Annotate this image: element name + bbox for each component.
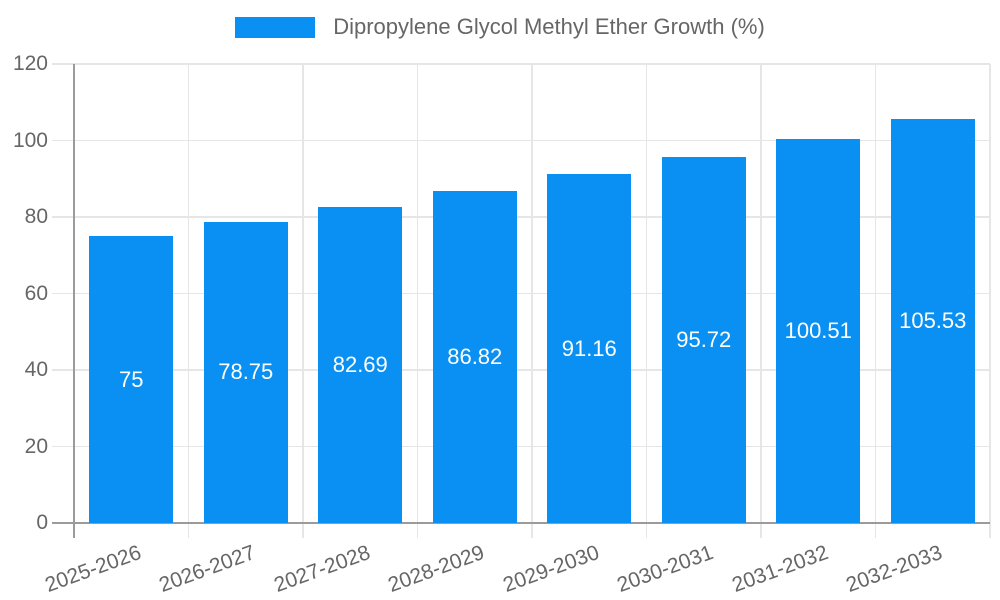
x-gridline [989, 64, 991, 538]
bar[interactable] [432, 190, 517, 523]
x-gridline [302, 64, 304, 538]
x-tick-label: 2029-2030 [499, 541, 603, 597]
x-gridline [874, 64, 877, 538]
x-tick-label: 2028-2029 [385, 541, 488, 597]
legend-item[interactable]: Dipropylene Glycol Methyl Ether Growth (… [0, 14, 1000, 40]
x-gridline [187, 64, 190, 538]
y-gridline [52, 139, 990, 142]
x-gridline [760, 64, 762, 538]
x-axis-line [52, 522, 990, 524]
y-tick-label: 20 [24, 434, 48, 458]
x-tick-label: 2027-2028 [270, 541, 374, 597]
x-gridline [416, 64, 419, 538]
y-gridline [52, 292, 990, 295]
legend-label: Dipropylene Glycol Methyl Ether Growth (… [333, 14, 765, 39]
x-tick-label: 2025-2026 [41, 541, 145, 597]
bar[interactable] [89, 236, 174, 523]
bar[interactable] [547, 174, 632, 523]
bar[interactable] [890, 119, 975, 523]
plot-area: 0 20 40 60 80 100 120 75 2025-2026 78.75 2026-2027… [13, 52, 991, 597]
y-axis-line [73, 64, 75, 538]
x-tick-label: 2030-2031 [614, 541, 717, 597]
bar[interactable] [203, 221, 288, 523]
bar[interactable] [776, 138, 861, 523]
y-tick-label: 60 [24, 281, 48, 305]
y-gridline [52, 369, 990, 371]
x-tick-label: 2031-2032 [728, 541, 832, 597]
x-tick-label: 2026-2027 [156, 541, 259, 597]
x-tick-label: 2032-2033 [843, 541, 946, 597]
bar[interactable] [318, 206, 403, 523]
x-gridline [645, 64, 648, 538]
y-tick-label: 0 [36, 511, 48, 534]
y-gridline [52, 445, 990, 448]
y-tick-label: 80 [24, 205, 48, 228]
legend-swatch [235, 16, 316, 38]
y-gridline [52, 216, 990, 218]
x-gridline [531, 64, 533, 538]
bar[interactable] [661, 156, 746, 523]
y-gridline [52, 63, 990, 65]
y-tick-label: 120 [12, 52, 48, 75]
y-tick-label: 100 [12, 128, 48, 152]
y-tick-label: 40 [24, 358, 48, 381]
